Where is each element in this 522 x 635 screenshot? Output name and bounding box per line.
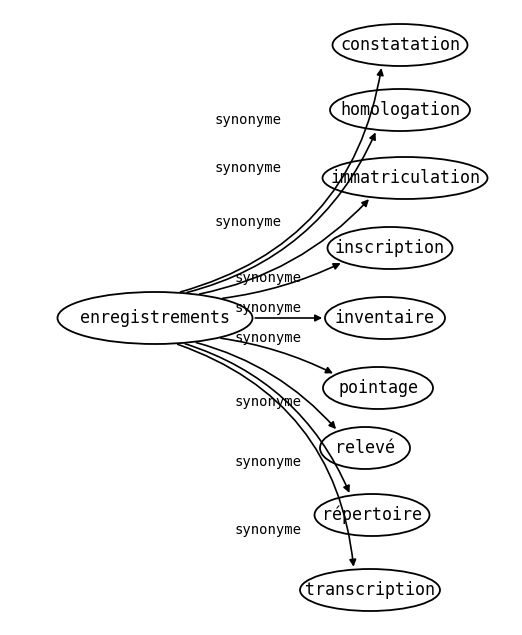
Text: immatriculation: immatriculation [330,169,480,187]
Text: synonyme: synonyme [215,161,281,175]
FancyArrowPatch shape [196,343,335,428]
Text: inscription: inscription [335,239,445,257]
Text: relevé: relevé [335,439,395,457]
Text: transcription: transcription [305,581,435,599]
Text: synonyme: synonyme [234,455,302,469]
FancyArrowPatch shape [185,344,349,491]
Text: synonyme: synonyme [215,215,281,229]
Text: synonyme: synonyme [215,113,281,127]
FancyArrowPatch shape [181,70,383,292]
Text: synonyme: synonyme [234,271,302,285]
FancyArrowPatch shape [223,264,339,298]
Text: constatation: constatation [340,36,460,54]
Text: synonyme: synonyme [234,301,302,315]
Text: synonyme: synonyme [234,523,302,537]
Text: synonyme: synonyme [234,395,302,409]
Text: répertoire: répertoire [322,505,422,525]
FancyArrowPatch shape [255,315,321,321]
Text: homologation: homologation [340,101,460,119]
Text: pointage: pointage [338,379,418,397]
FancyArrowPatch shape [221,338,331,373]
Text: inventaire: inventaire [335,309,435,327]
FancyArrowPatch shape [187,134,375,293]
FancyArrowPatch shape [199,201,367,294]
FancyArrowPatch shape [177,344,355,565]
Text: enregistrements: enregistrements [80,309,230,327]
Text: synonyme: synonyme [234,331,302,345]
